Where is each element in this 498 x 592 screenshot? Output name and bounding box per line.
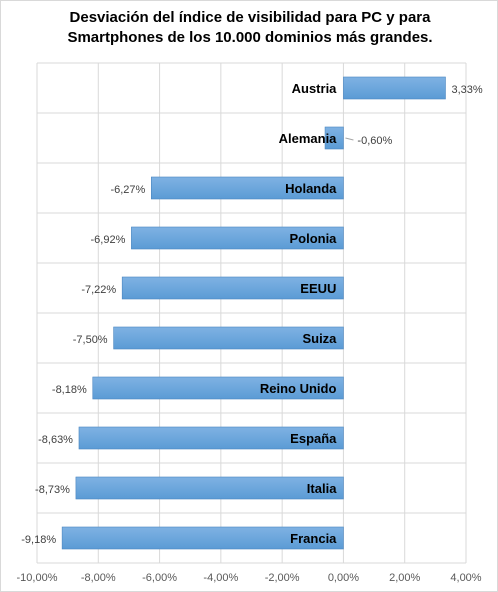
data-label: -7,50% (73, 334, 108, 346)
data-label: -6,92% (91, 234, 126, 246)
data-label: -8,63% (38, 434, 73, 446)
bar (324, 126, 344, 150)
x-tick-label: 2,00% (389, 572, 420, 584)
data-label: -9,18% (21, 534, 56, 546)
bar (113, 326, 344, 350)
bar (75, 476, 344, 500)
x-tick-label: 0,00% (328, 572, 359, 584)
bar (131, 226, 344, 250)
chart-title: Desviación del índice de visibilidad par… (67, 9, 433, 46)
category-label: EEUU (300, 281, 336, 296)
x-tick-label: -8,00% (81, 572, 116, 584)
bar (78, 426, 344, 450)
category-label: Suiza (302, 331, 337, 346)
bar (121, 276, 344, 300)
data-label: -7,22% (81, 284, 116, 296)
category-label: Francia (290, 531, 337, 546)
data-label: 3,33% (451, 84, 482, 96)
category-label: Polonia (289, 231, 337, 246)
category-label: Holanda (285, 181, 337, 196)
category-label: Italia (307, 481, 337, 496)
category-label: Alemania (279, 131, 338, 146)
leader-line (345, 137, 354, 141)
bar (150, 176, 344, 200)
category-label: Reino Unido (260, 381, 337, 396)
bar (61, 526, 344, 550)
bar (92, 376, 344, 400)
data-label: -0,60% (357, 135, 392, 147)
category-label: Austria (292, 81, 338, 96)
category-label: España (290, 431, 337, 446)
data-label: -8,73% (35, 484, 70, 496)
bar (343, 76, 446, 100)
x-tick-label: 4,00% (450, 572, 481, 584)
data-label: -8,18% (52, 384, 87, 396)
x-tick-label: -10,00% (17, 572, 58, 584)
x-tick-label: -6,00% (142, 572, 177, 584)
x-tick-label: -2,00% (265, 572, 300, 584)
data-label: -6,27% (110, 184, 145, 196)
x-tick-label: -4,00% (203, 572, 238, 584)
